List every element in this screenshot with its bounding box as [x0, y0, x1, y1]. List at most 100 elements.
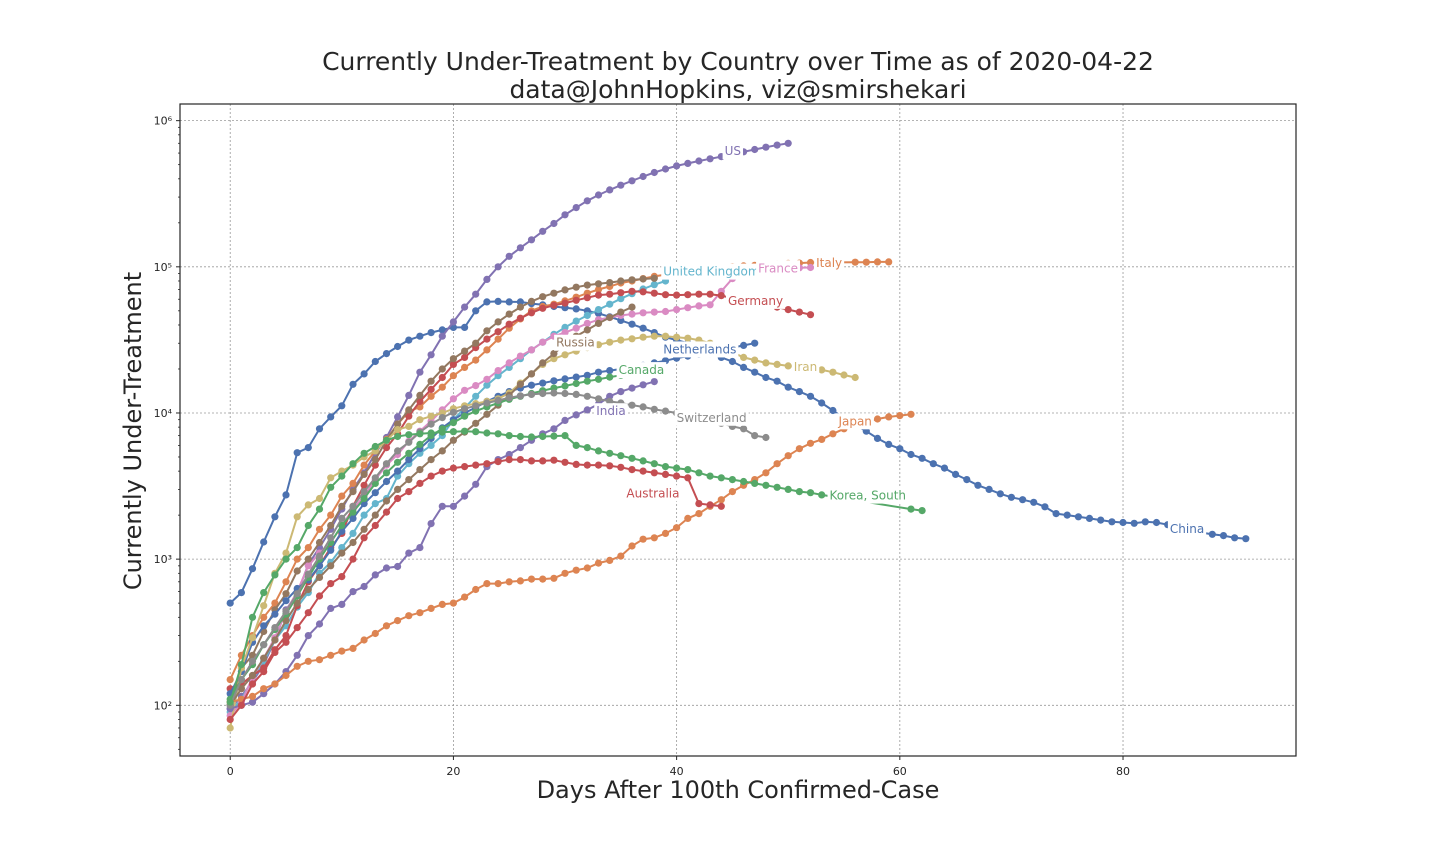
data-point-italy [472, 356, 480, 364]
data-point-netherlands [572, 373, 580, 381]
data-point-france [572, 324, 580, 332]
data-point-australia [594, 461, 603, 469]
data-point-korea-south [416, 430, 424, 438]
data-point-japan [773, 460, 781, 468]
data-point-china [1052, 509, 1060, 518]
data-point-canada [349, 508, 357, 516]
data-point-switzerland [237, 676, 245, 684]
data-point-australia [539, 457, 547, 465]
data-point-switzerland [527, 390, 536, 398]
x-tick-label: 0 [227, 765, 234, 778]
data-point-korea-south [427, 429, 435, 437]
data-point-italy [327, 511, 335, 519]
data-point-us [427, 351, 435, 359]
data-point-united-kingdom [338, 544, 346, 552]
data-point-australia [416, 479, 424, 487]
data-point-australia [706, 501, 714, 509]
data-point-italy [483, 346, 491, 354]
data-point-russia [260, 654, 268, 662]
data-point-india [427, 520, 435, 528]
data-point-korea-south [740, 477, 748, 486]
data-point-germany [382, 444, 391, 452]
data-point-india [606, 392, 614, 400]
data-point-india [583, 406, 591, 414]
data-point-france [516, 352, 525, 360]
data-point-us [550, 219, 558, 228]
data-point-netherlands [271, 610, 279, 618]
data-point-russia [293, 599, 301, 607]
data-point-russia [438, 447, 446, 455]
data-point-germany [572, 296, 580, 304]
data-point-netherlands [550, 377, 558, 385]
data-point-australia [405, 488, 413, 496]
data-point-italy [338, 492, 346, 500]
data-point-korea-south [304, 521, 312, 530]
data-point-australia [617, 463, 625, 471]
series-label-background [814, 255, 845, 272]
data-point-germany [449, 360, 457, 368]
data-point-china [371, 357, 379, 366]
data-point-us [561, 211, 569, 219]
data-point-china [617, 316, 625, 324]
data-point-china [1041, 503, 1049, 511]
data-point-united-kingdom [427, 441, 435, 449]
data-point-iran [394, 426, 402, 434]
data-point-japan [829, 430, 837, 438]
data-point-russia [327, 562, 335, 570]
data-point-switzerland [315, 552, 324, 560]
data-point-russia [483, 410, 491, 418]
data-point-china [996, 490, 1004, 498]
data-point-korea-south [818, 491, 826, 499]
data-point-netherlands [349, 514, 357, 523]
data-point-switzerland [561, 389, 569, 398]
data-point-germany [594, 291, 603, 299]
data-point-japan [583, 564, 591, 572]
data-point-iran [818, 366, 826, 374]
data-point-switzerland [338, 514, 346, 523]
data-point-switzerland [371, 474, 379, 482]
data-point-japan [806, 439, 815, 447]
data-point-japan [550, 574, 558, 582]
data-point-australia [527, 457, 536, 465]
data-point-russia [606, 313, 614, 322]
data-point-germany [684, 291, 692, 299]
data-point-france [628, 310, 636, 318]
data-point-india [371, 571, 379, 579]
series-label-germany: Germany [728, 294, 783, 308]
data-point-korea-south [728, 476, 737, 484]
data-point-china [862, 427, 870, 435]
data-point-spain [527, 297, 536, 305]
y-tick-label: 10² [154, 699, 172, 712]
data-point-china [929, 460, 937, 468]
data-point-india [516, 444, 525, 452]
data-point-russia [527, 370, 536, 378]
data-point-korea-south [795, 488, 804, 496]
data-point-india [394, 562, 402, 571]
data-point-india [260, 690, 268, 698]
data-point-korea-south [327, 483, 335, 491]
data-point-india [617, 388, 625, 396]
data-point-us [572, 204, 580, 212]
data-point-china [360, 370, 368, 378]
data-point-korea-south [371, 442, 379, 451]
data-point-australia [449, 464, 457, 472]
data-point-australia [684, 474, 692, 482]
data-point-switzerland [650, 405, 658, 413]
data-point-iran [282, 549, 290, 557]
data-point-korea-south [226, 698, 234, 706]
data-point-spain [360, 470, 368, 478]
data-point-china [818, 399, 826, 407]
data-point-china [1030, 498, 1038, 506]
series-label-background [756, 260, 800, 277]
data-point-china [762, 373, 770, 382]
data-point-japan [539, 575, 547, 583]
series-russia [226, 303, 636, 709]
data-point-france [673, 306, 681, 314]
data-point-spain [293, 567, 301, 575]
data-point-iran [684, 334, 692, 342]
data-point-switzerland [539, 389, 547, 398]
data-point-germany [416, 397, 424, 405]
data-point-iran [829, 368, 837, 376]
data-point-china [885, 440, 893, 448]
data-point-switzerland [327, 534, 335, 542]
